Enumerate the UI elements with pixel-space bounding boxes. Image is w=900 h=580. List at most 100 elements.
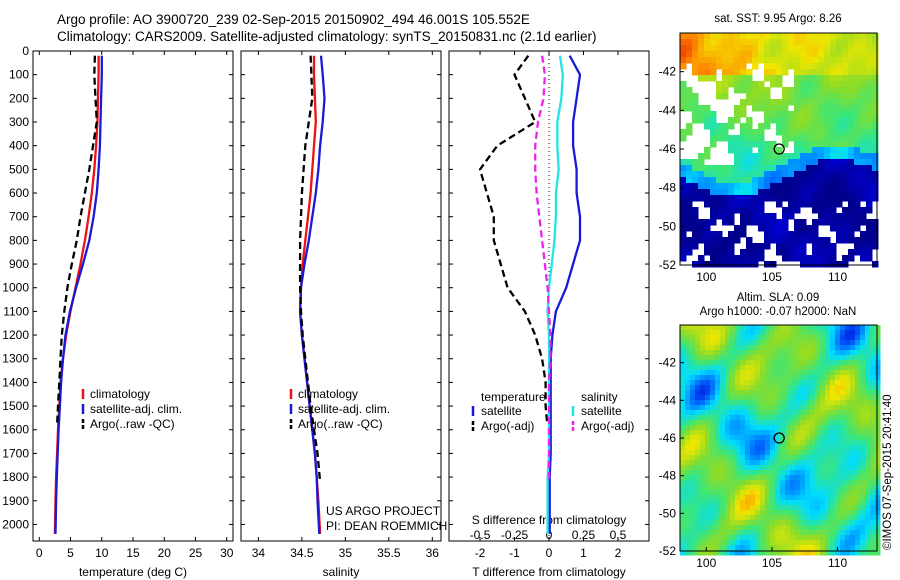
- x-tick-label: 15: [126, 546, 140, 560]
- y-tick-label: 1500: [2, 399, 29, 413]
- x-tick-label: 10: [95, 546, 109, 560]
- y-tick-label: 1400: [2, 375, 29, 389]
- y-tick-label: 1300: [2, 352, 29, 366]
- y-tick-label: 900: [9, 257, 29, 271]
- map-x-tick-label: 100: [696, 556, 716, 570]
- x-tick-label: -1: [509, 546, 520, 560]
- x-tick-label: 0: [36, 546, 43, 560]
- y-tick-label: 400: [9, 139, 29, 153]
- x-tick-label: 35: [339, 546, 353, 560]
- y-tick-label: 1200: [2, 328, 29, 342]
- sla-map-cells: [680, 325, 881, 556]
- sla-map-panel: 100 105 110 -42 -44 -46 -48 -50 -52: [659, 324, 881, 570]
- x-tick-label: 36: [426, 546, 440, 560]
- y-tick-label: 600: [9, 186, 29, 200]
- map-y-tick-label: -46: [659, 142, 677, 156]
- series-line-argo-raw-qc-: [55, 55, 98, 426]
- legend-header: salinity: [581, 390, 618, 404]
- x-tick-label: 25: [189, 546, 203, 560]
- map-x-tick-label: 110: [828, 270, 847, 284]
- legend-entry: satellite: [581, 404, 622, 418]
- x-tick-label: 20: [158, 546, 172, 560]
- legend-entry: satellite: [481, 404, 522, 418]
- legend-entry: Argo(-adj): [481, 419, 534, 433]
- series-line-climatology: [298, 55, 322, 534]
- series-line-satellite-adj-clim-: [54, 55, 103, 534]
- legend-entry: climatology: [90, 387, 150, 401]
- credit-pi: PI: DEAN ROEMMICH: [326, 519, 447, 533]
- map-y-tick-label: -44: [659, 103, 677, 117]
- y-tick-label: 200: [9, 91, 29, 105]
- y-tick-label: 1700: [2, 446, 29, 460]
- legend-entry: satellite-adj. clim.: [298, 402, 390, 416]
- y-tick-label: 800: [9, 233, 29, 247]
- s-tick-label: -0.5: [470, 528, 491, 542]
- legend-entry: Argo(..raw -QC): [90, 417, 175, 431]
- header-line-1: Argo profile: AO 3900720_239 02-Sep-2015…: [57, 12, 530, 27]
- sst-map-cells: [680, 33, 879, 268]
- sla-map-title: Altim. SLA: 0.09: [737, 292, 819, 304]
- x-tick-label: 35.5: [377, 546, 401, 560]
- header-line-2: Climatology: CARS2009. Satellite-adjuste…: [57, 29, 597, 44]
- salinity-panel: 34 34.5 35 35.5 36 salinity climatologysatelli…: [240, 50, 442, 579]
- map-y-tick-label: -42: [659, 65, 677, 79]
- series-line-temperature-satellite: [548, 55, 582, 534]
- map-y-tick-label: -50: [659, 506, 677, 520]
- y-tick-label: 500: [9, 162, 29, 176]
- sst-map-title: sat. SST: 9.95 Argo: 8.26: [714, 13, 841, 25]
- s-tick-label: 0.25: [572, 528, 596, 542]
- y-tick-label: 1900: [2, 494, 29, 508]
- legend-entry: satellite-adj. clim.: [90, 402, 182, 416]
- y-tick-label: 1100: [3, 304, 29, 318]
- y-tick-label: 0: [22, 44, 29, 58]
- map-x-tick-label: 105: [762, 556, 782, 570]
- x-axis-label: temperature (deg C): [79, 565, 187, 579]
- temperature-panel: 0100200300400500600700800900100011001200…: [2, 44, 233, 579]
- x-tick-label: 1: [580, 546, 587, 560]
- series-line-satellite-adj-clim-: [298, 55, 326, 534]
- s-tick-label: -0.25: [501, 528, 529, 542]
- argo-position-marker: [773, 143, 785, 155]
- plot-frame: [32, 50, 234, 542]
- y-tick-label: 1000: [2, 281, 29, 295]
- x-tick-label: 0: [546, 546, 553, 560]
- sst-map-panel: 100 105 110 -42 -44 -46 -48 -50 -52: [659, 32, 879, 284]
- y-tick-label: 100: [9, 68, 29, 82]
- y-tick-label: 300: [9, 115, 29, 129]
- map-x-tick-label: 110: [828, 556, 847, 570]
- map-y-tick-label: -48: [659, 469, 677, 483]
- map-y-tick-label: -52: [659, 544, 677, 558]
- map-y-tick-label: -44: [659, 393, 677, 407]
- argo-position-marker: [773, 432, 785, 444]
- legend-entry: climatology: [298, 387, 358, 401]
- map-y-tick-label: -46: [659, 431, 677, 445]
- y-tick-label: 2000: [2, 517, 29, 531]
- legend-entry: Argo(-adj): [581, 419, 634, 433]
- x-tick-label: 34.5: [290, 546, 314, 560]
- y-tick-label: 1600: [2, 423, 29, 437]
- series-line-argo-raw-qc-: [298, 55, 322, 482]
- credit-project: US ARGO PROJECT: [326, 504, 441, 518]
- map-x-tick-label: 100: [696, 270, 716, 284]
- map-y-tick-label: -50: [659, 219, 677, 233]
- x-tick-label: -2: [475, 546, 486, 560]
- legend-entry: Argo(..raw -QC): [298, 417, 383, 431]
- series-line-salinity-argo-adj-: [534, 55, 552, 482]
- map-y-tick-label: -52: [659, 258, 677, 272]
- map-y-tick-label: -48: [659, 181, 677, 195]
- x-axis-label: salinity: [323, 565, 360, 579]
- legend-header: temperature: [481, 390, 546, 404]
- x-axis-label: T difference from climatology: [472, 565, 626, 579]
- x-tick-label: 2: [615, 546, 622, 560]
- series-line-climatology: [53, 55, 100, 534]
- map-y-tick-label: -42: [659, 356, 677, 370]
- s-tick-label: 0.5: [610, 528, 627, 542]
- sla-map-subtitle: Argo h1000: -0.07 h2000: NaN: [700, 306, 857, 318]
- series-line-temperature-argo-adj-: [478, 55, 549, 426]
- y-tick-label: 1800: [2, 470, 29, 484]
- x-tick-label: 34: [252, 546, 266, 560]
- x-tick-label: 30: [220, 546, 234, 560]
- y-tick-label: 700: [9, 210, 29, 224]
- x-tick-label: 5: [67, 546, 74, 560]
